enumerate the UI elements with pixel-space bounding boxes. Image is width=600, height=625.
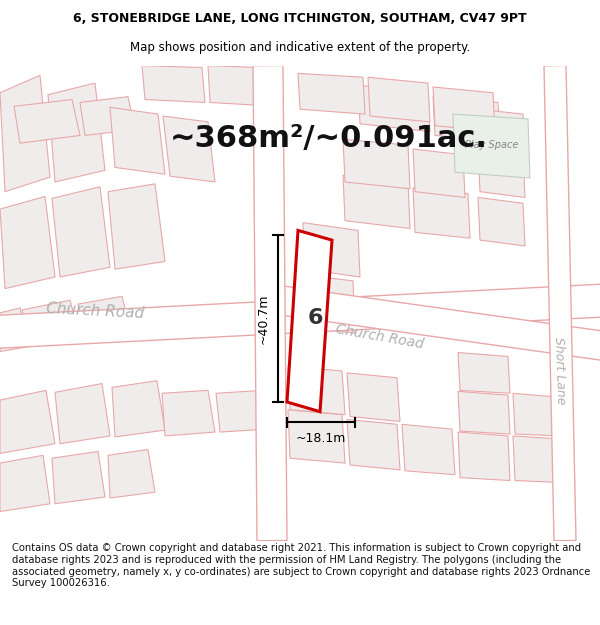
Polygon shape xyxy=(298,73,365,114)
Polygon shape xyxy=(303,275,355,333)
Polygon shape xyxy=(288,366,345,414)
Polygon shape xyxy=(433,97,500,141)
Polygon shape xyxy=(478,109,525,153)
Polygon shape xyxy=(303,222,360,277)
Polygon shape xyxy=(108,449,155,498)
Polygon shape xyxy=(162,391,215,436)
Polygon shape xyxy=(0,284,600,349)
Polygon shape xyxy=(278,286,600,361)
Polygon shape xyxy=(358,85,430,131)
Polygon shape xyxy=(110,107,165,174)
Polygon shape xyxy=(80,97,135,136)
Polygon shape xyxy=(478,198,525,246)
Text: ~40.7m: ~40.7m xyxy=(257,293,270,344)
Polygon shape xyxy=(513,393,560,436)
Polygon shape xyxy=(0,308,28,352)
Text: Contains OS data © Crown copyright and database right 2021. This information is : Contains OS data © Crown copyright and d… xyxy=(12,543,590,588)
Polygon shape xyxy=(48,83,105,182)
Polygon shape xyxy=(453,114,530,178)
Text: Map shows position and indicative extent of the property.: Map shows position and indicative extent… xyxy=(130,41,470,54)
Text: Church Road: Church Road xyxy=(335,322,425,352)
Text: Short Lane: Short Lane xyxy=(553,337,568,405)
Polygon shape xyxy=(216,391,268,432)
Polygon shape xyxy=(253,66,287,541)
Polygon shape xyxy=(343,175,410,229)
Polygon shape xyxy=(52,451,105,504)
Polygon shape xyxy=(22,300,80,347)
Polygon shape xyxy=(402,424,455,475)
Polygon shape xyxy=(14,99,80,143)
Polygon shape xyxy=(52,187,110,277)
Polygon shape xyxy=(55,384,110,444)
Polygon shape xyxy=(287,231,332,412)
Polygon shape xyxy=(413,188,470,238)
Polygon shape xyxy=(108,184,165,269)
Polygon shape xyxy=(142,66,205,102)
Polygon shape xyxy=(458,352,510,393)
Polygon shape xyxy=(163,116,215,182)
Text: Church Road: Church Road xyxy=(46,301,145,321)
Polygon shape xyxy=(112,381,165,437)
Polygon shape xyxy=(513,436,560,482)
Polygon shape xyxy=(0,76,50,192)
Text: 6, STONEBRIDGE LANE, LONG ITCHINGTON, SOUTHAM, CV47 9PT: 6, STONEBRIDGE LANE, LONG ITCHINGTON, SO… xyxy=(73,12,527,25)
Polygon shape xyxy=(478,149,525,198)
Text: 6: 6 xyxy=(307,308,323,328)
Polygon shape xyxy=(433,87,495,131)
Text: ~18.1m: ~18.1m xyxy=(296,432,346,445)
Polygon shape xyxy=(458,432,510,481)
Polygon shape xyxy=(347,373,400,421)
Polygon shape xyxy=(288,410,345,463)
Polygon shape xyxy=(368,78,430,122)
Polygon shape xyxy=(0,391,55,453)
Polygon shape xyxy=(544,66,576,541)
Polygon shape xyxy=(0,196,55,289)
Polygon shape xyxy=(343,139,410,189)
Polygon shape xyxy=(78,296,130,337)
Polygon shape xyxy=(347,419,400,470)
Polygon shape xyxy=(458,391,510,434)
Text: ~368m²/~0.091ac.: ~368m²/~0.091ac. xyxy=(170,124,488,153)
Polygon shape xyxy=(0,456,50,511)
Text: Play Space: Play Space xyxy=(466,140,518,150)
Polygon shape xyxy=(208,66,260,106)
Polygon shape xyxy=(413,149,465,198)
